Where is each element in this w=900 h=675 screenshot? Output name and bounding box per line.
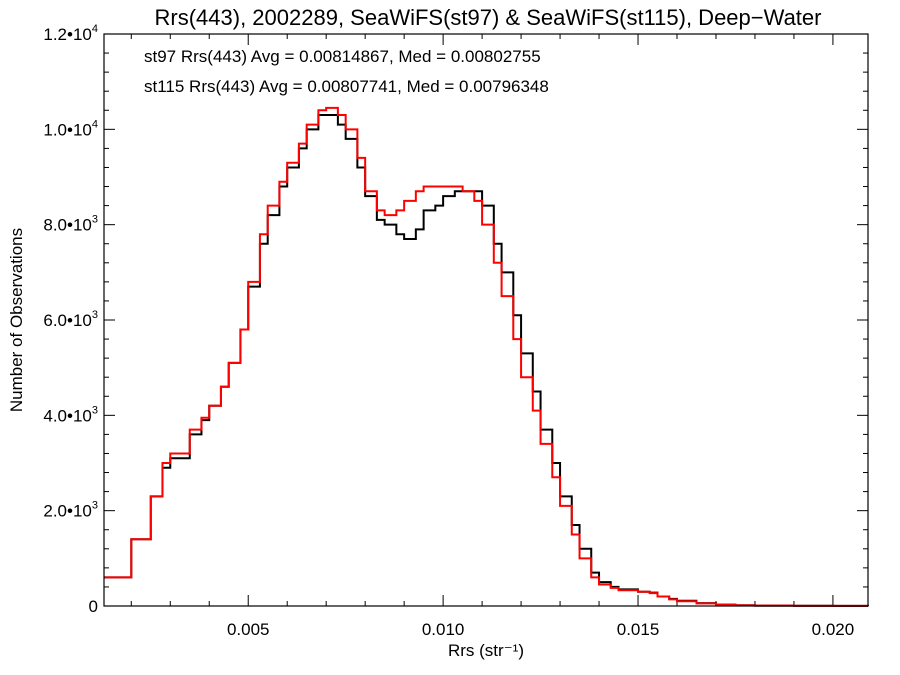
x-axis-label: Rrs (str⁻¹) <box>448 641 524 660</box>
x-axis: 0.005 0.010 0.015 0.020 <box>130 34 855 639</box>
plot-frame <box>103 33 869 607</box>
series-st115-line <box>104 106 869 607</box>
x-tick-label: 0.015 <box>617 620 660 639</box>
y-tick-label: 1.2•104 <box>43 23 98 44</box>
x-tick-label: 0.020 <box>812 620 855 639</box>
chart-title: Rrs(443), 2002289, SeaWiFS(st97) & SeaWi… <box>155 5 822 30</box>
series-layer <box>104 106 869 607</box>
x-tick-label: 0.005 <box>227 620 270 639</box>
x-tick-label: 0.010 <box>422 620 465 639</box>
y-tick-label: 1.0•104 <box>43 118 98 139</box>
y-axis-label: Number of Observations <box>7 228 26 412</box>
y-tick-label: 8.0•103 <box>43 214 98 235</box>
annotation-st97-stats: st97 Rrs(443) Avg = 0.00814867, Med = 0.… <box>144 47 541 66</box>
y-axis: 0 2.0•103 4.0•103 6.0•103 8.0•103 1.0•104 1.2•… <box>43 23 868 616</box>
annotation-st115-stats: st115 Rrs(443) Avg = 0.00807741, Med = 0… <box>144 77 549 96</box>
y-tick-label: 4.0•103 <box>43 404 98 425</box>
y-tick-label: 0 <box>89 597 98 616</box>
y-tick-label: 2.0•103 <box>43 500 98 521</box>
y-tick-label: 6.0•103 <box>43 309 98 330</box>
